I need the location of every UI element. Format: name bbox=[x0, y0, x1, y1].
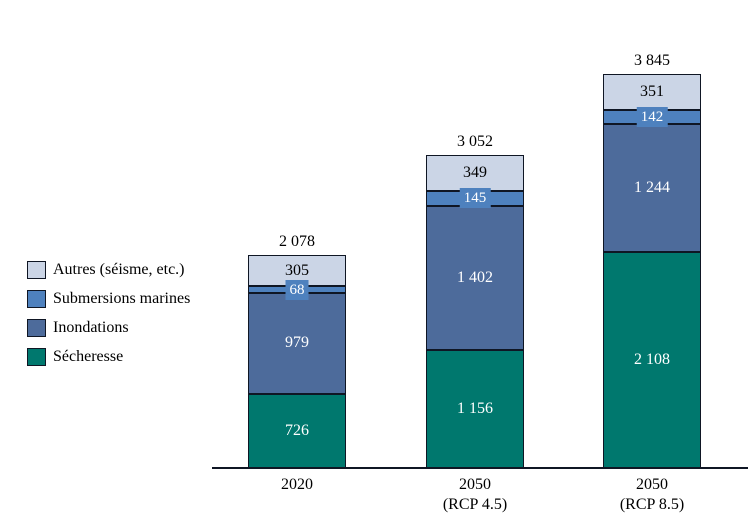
legend-label: Inondations bbox=[53, 319, 129, 336]
bar-segment-inondations: 1 244 bbox=[603, 124, 701, 252]
bar-segment-inondations: 1 402 bbox=[426, 205, 524, 350]
segment-value-label: 726 bbox=[285, 421, 309, 439]
legend-swatch-autres bbox=[27, 260, 46, 279]
segment-value-chip: 68 bbox=[285, 279, 309, 300]
legend-swatch-inondations bbox=[27, 318, 46, 337]
legend-swatch-secheresse bbox=[27, 347, 46, 366]
bar-segment-secheresse: 2 108 bbox=[603, 251, 701, 468]
segment-value-label: 349 bbox=[463, 164, 487, 182]
legend-label: Submersions marines bbox=[53, 290, 191, 307]
segment-value-label: 2 108 bbox=[634, 350, 670, 368]
bar-segment-secheresse: 726 bbox=[248, 393, 346, 468]
segment-value-label: 1 244 bbox=[634, 179, 670, 197]
bar-total-label: 3 052 bbox=[457, 133, 493, 151]
segment-value-chip: 145 bbox=[459, 188, 491, 209]
segment-value-label: 979 bbox=[285, 334, 309, 352]
bar-segment-inondations: 979 bbox=[248, 293, 346, 394]
segment-value-chip: 142 bbox=[636, 107, 668, 128]
segment-value-label: 351 bbox=[640, 82, 664, 100]
bar-segment-autres: 305 bbox=[248, 255, 346, 287]
bar-segment-secheresse: 1 156 bbox=[426, 349, 524, 468]
legend-swatch-submersions-marines bbox=[27, 289, 46, 308]
bar-total-label: 3 845 bbox=[634, 51, 670, 69]
segment-value-label: 1 402 bbox=[457, 268, 493, 286]
category-label: 2050 (RCP 4.5) bbox=[442, 476, 508, 513]
chart-legend: Autres (séisme, etc.) Submersions marine… bbox=[27, 260, 190, 376]
x-axis-line bbox=[212, 467, 748, 469]
legend-item: Autres (séisme, etc.) bbox=[27, 260, 190, 279]
bar-segment-autres: 351 bbox=[603, 73, 701, 110]
legend-label: Sécheresse bbox=[53, 348, 124, 365]
segment-value-label: 305 bbox=[285, 261, 309, 279]
legend-label: Autres (séisme, etc.) bbox=[53, 261, 185, 278]
bar-total-label: 2 078 bbox=[279, 233, 315, 250]
segment-value-label: 1 156 bbox=[457, 399, 493, 417]
legend-item: Sécheresse bbox=[27, 347, 190, 366]
legend-item: Submersions marines bbox=[27, 289, 190, 308]
category-label: 2050 (RCP 8.5) bbox=[619, 476, 685, 513]
bar-segment-autres: 349 bbox=[426, 155, 524, 191]
legend-item: Inondations bbox=[27, 318, 190, 337]
category-label: 2020 bbox=[281, 476, 313, 493]
